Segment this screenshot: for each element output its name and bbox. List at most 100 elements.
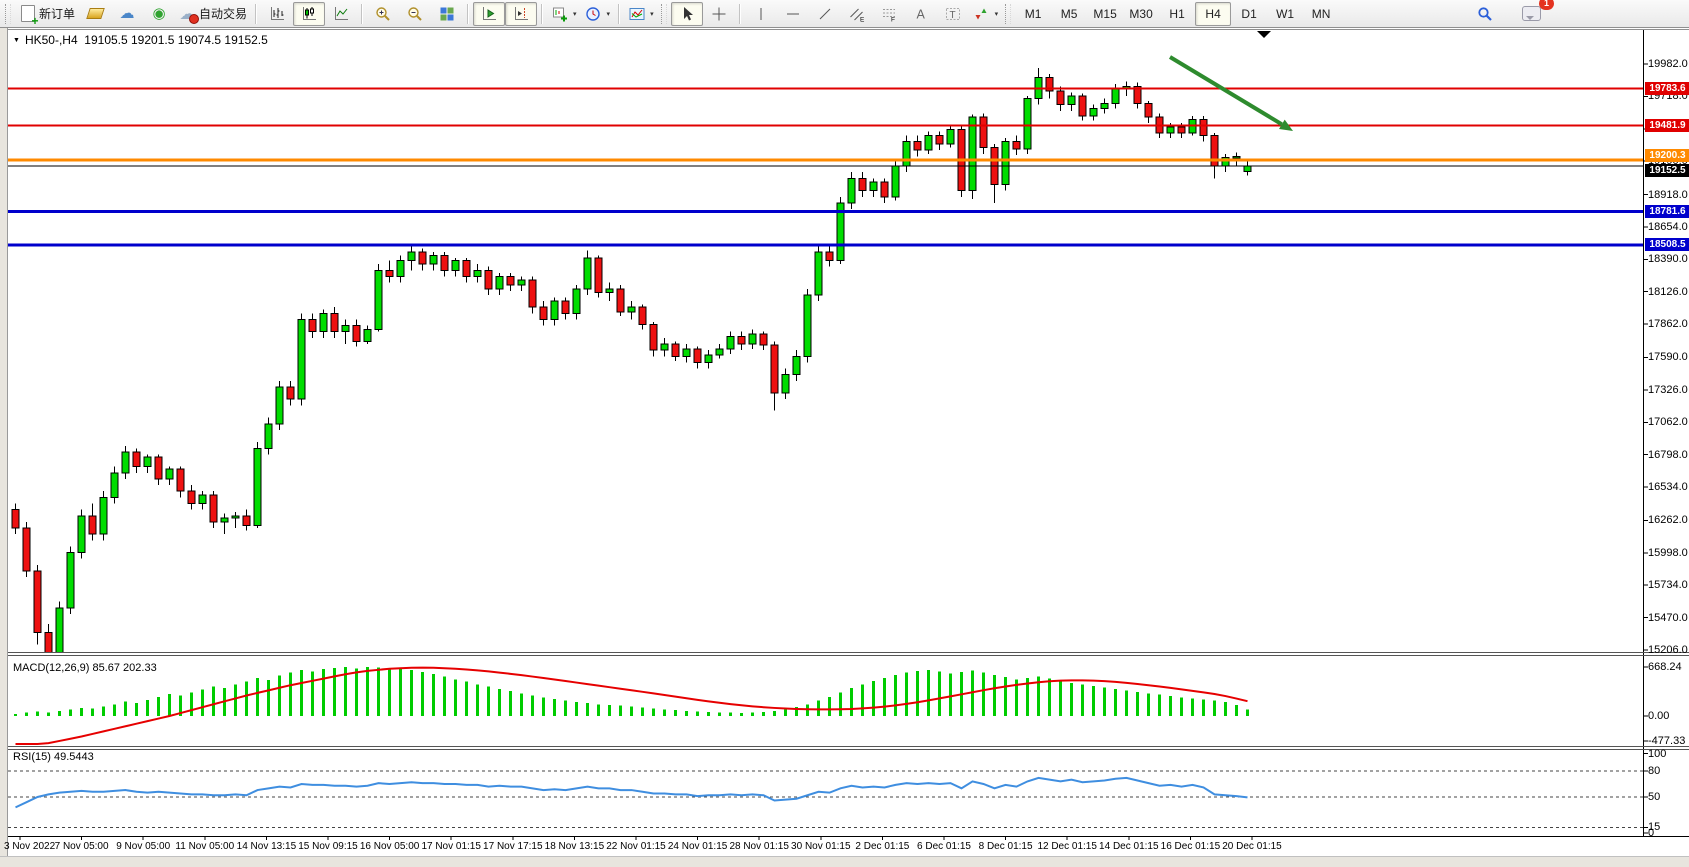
svg-text:T: T <box>949 10 955 21</box>
price-tick-label: 17062.0 <box>1648 416 1688 429</box>
chart-ohlc: 19105.5 19201.5 19074.5 19152.5 <box>84 33 268 47</box>
candle <box>1067 95 1076 106</box>
auto-scroll-button[interactable] <box>473 1 506 26</box>
time-axis-label: 16 Nov 05:00 <box>359 841 420 852</box>
timeframe-h1-button[interactable]: H1 <box>1159 2 1195 26</box>
horizontal-line-icon <box>784 5 801 22</box>
timeframe-d1-button-label: D1 <box>1241 6 1257 21</box>
community-icon: ☁ <box>119 5 135 22</box>
candle <box>1100 103 1109 109</box>
tile-windows-icon <box>439 5 456 22</box>
rsi-tick-label: 15 <box>1648 821 1661 834</box>
candle <box>374 269 383 330</box>
candle <box>1166 126 1175 134</box>
time-axis-label: 8 Dec 01:15 <box>978 841 1033 852</box>
cursor-button[interactable] <box>670 1 703 26</box>
candle <box>1078 95 1087 117</box>
chevron-down-icon: ▾ <box>606 10 611 18</box>
window-bottom-edge <box>0 856 1689 867</box>
candle <box>462 260 471 278</box>
candle <box>55 607 64 652</box>
candle <box>77 515 86 554</box>
community-button[interactable]: ☁ <box>111 2 143 26</box>
search-button[interactable] <box>1469 2 1501 26</box>
candle <box>275 386 284 425</box>
candle <box>1210 134 1219 167</box>
candlestick-button[interactable] <box>293 1 326 26</box>
candle <box>748 333 757 345</box>
chart-dropdown-icon[interactable]: ▼ <box>13 37 20 44</box>
candle <box>1232 155 1241 159</box>
text-icon: A <box>912 5 929 22</box>
timeframe-m15-button[interactable]: M15 <box>1087 2 1123 26</box>
zoom-out-button[interactable] <box>399 2 431 26</box>
candle <box>165 468 174 480</box>
arrows-button[interactable]: ▾ <box>969 2 1003 26</box>
chat-icon <box>1521 6 1541 21</box>
candle <box>385 269 394 278</box>
timeframe-mn-button[interactable]: MN <box>1303 2 1339 26</box>
timeframe-m5-button[interactable]: M5 <box>1051 2 1087 26</box>
toolbar-drag-handle[interactable] <box>5 3 11 24</box>
line-chart-button[interactable] <box>325 2 357 26</box>
candle <box>968 116 977 192</box>
fibonacci-button[interactable]: F <box>873 2 905 26</box>
horizontal-line-button[interactable] <box>777 2 809 26</box>
candle <box>1133 85 1142 105</box>
candle <box>1023 98 1032 150</box>
candle <box>451 260 460 271</box>
candle <box>869 181 878 192</box>
candle <box>121 451 130 474</box>
timeframe-m1-button[interactable]: M1 <box>1015 2 1051 26</box>
rsi-label: RSI(15) 49.5443 <box>13 751 94 763</box>
indicators-button[interactable]: ▾ <box>624 2 658 26</box>
timeframe-h4-button[interactable]: H4 <box>1195 1 1232 26</box>
chart-shift-button[interactable] <box>505 1 538 26</box>
period-button[interactable]: ▾ <box>581 2 615 26</box>
trend-arrow-head <box>1279 119 1293 131</box>
signals-button[interactable]: ◉ <box>143 2 175 26</box>
candle <box>495 276 504 290</box>
chat-button[interactable]: 1 <box>1515 0 1554 26</box>
time-axis-label: 22 Nov 01:15 <box>606 841 666 852</box>
candle <box>671 343 680 357</box>
candle <box>286 386 295 400</box>
candle <box>429 255 438 265</box>
bar-chart-button[interactable] <box>261 2 293 26</box>
price-tick-label: 17326.0 <box>1648 383 1688 396</box>
candle <box>154 456 163 480</box>
trend-arrow[interactable] <box>1168 55 1283 127</box>
rsi-layer <box>8 770 1643 828</box>
channel-button[interactable]: E <box>841 2 873 26</box>
autotrading-icon: ☁ <box>179 5 199 24</box>
timeframe-d1-button[interactable]: D1 <box>1231 2 1267 26</box>
timeframe-w1-button[interactable]: W1 <box>1267 2 1303 26</box>
text-button[interactable]: A <box>905 2 937 26</box>
crosshair-button[interactable] <box>703 2 735 26</box>
candle <box>22 527 31 572</box>
time-axis-label: 18 Nov 13:15 <box>544 841 605 852</box>
zoom-in-button[interactable] <box>367 2 399 26</box>
autotrading-button[interactable]: ☁ 自动交易 <box>175 2 251 26</box>
rsi-tick-label: 50 <box>1648 791 1661 803</box>
timeframe-m30-button[interactable]: M30 <box>1123 2 1159 26</box>
candle <box>198 494 207 505</box>
new-order-button[interactable]: + 新订单 <box>15 2 79 27</box>
macd-tick-label: 0.00 <box>1648 710 1670 722</box>
toolbar-drag-handle[interactable] <box>1005 3 1012 24</box>
toolbar-drag-handle[interactable] <box>660 3 667 24</box>
chart-shift-icon <box>513 5 530 22</box>
candle <box>759 333 768 346</box>
toolbar-group: + 新订单 ☁ ◉ ☁ 自动交易 <box>15 1 251 27</box>
macd-signal-line <box>15 666 1248 745</box>
tile-windows-button[interactable] <box>431 2 463 26</box>
text-label-button[interactable]: T <box>937 2 969 26</box>
trendline-button[interactable] <box>809 2 841 26</box>
new-chart-button[interactable]: ▾ <box>547 2 581 26</box>
gold-button[interactable] <box>79 2 111 26</box>
chart-shift-marker[interactable] <box>1257 31 1271 38</box>
candle <box>1001 141 1010 185</box>
vertical-line-button[interactable] <box>745 2 777 26</box>
toolbar-group <box>261 1 357 27</box>
